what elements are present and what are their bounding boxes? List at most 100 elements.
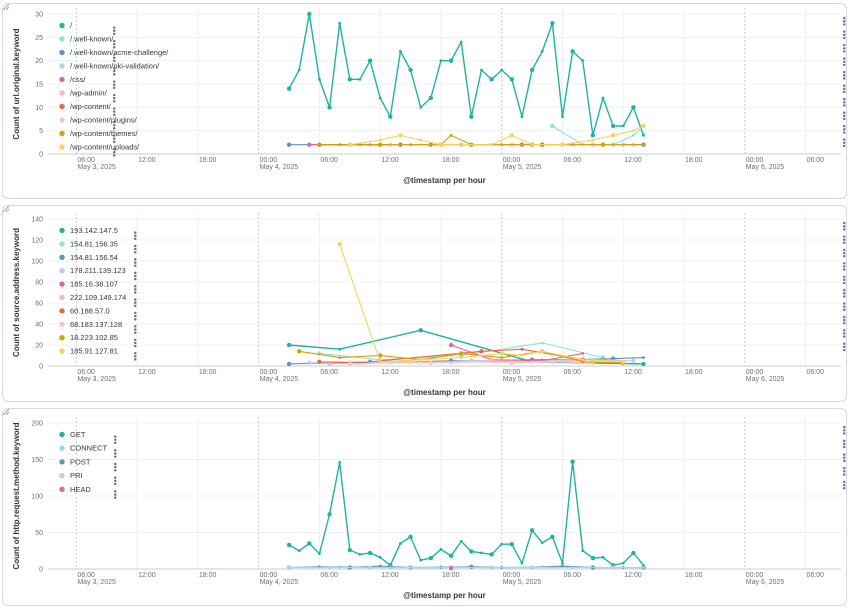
resize-handle-icon[interactable]: [2, 408, 10, 416]
legend-actions-icon: •••: [110, 449, 120, 458]
y-axis-title: Count of source.address.keyword: [12, 228, 21, 357]
data-point: [642, 356, 645, 359]
data-point: [509, 541, 515, 547]
legend-swatch: [59, 76, 65, 83]
legend-label: 185.16.38.107: [70, 280, 118, 289]
legend-label: 222.109.149.174: [70, 293, 126, 302]
data-point: [377, 353, 383, 358]
legend-actions-icon: •••: [109, 40, 119, 49]
data-point: [388, 114, 393, 119]
more-options-icon: •••: [839, 44, 849, 53]
legend-label: 154.81.156.54: [70, 253, 118, 262]
x-tick-label: 18:00: [685, 369, 703, 376]
data-point: [560, 142, 565, 147]
y-axis-title: Count of http.request.method.keyword: [12, 422, 21, 569]
data-point: [500, 143, 504, 147]
data-point: [438, 142, 444, 147]
data-point: [540, 541, 544, 545]
data-point: [296, 349, 302, 354]
legend-label: 193.142.147.5: [70, 226, 118, 235]
legend-actions-icon: •••: [130, 298, 140, 307]
y-tick-label: 120: [31, 238, 43, 245]
y-tick-label: 140: [31, 217, 43, 224]
legend-actions-icon: •••: [130, 271, 140, 280]
legend-swatch: [59, 321, 65, 327]
legend-actions-icon: •••: [109, 148, 119, 157]
x-tick-label: 18:00: [685, 157, 703, 164]
legend-swatch: [59, 22, 65, 29]
data-point: [600, 142, 606, 147]
data-point: [581, 549, 585, 553]
x-tick-label: 00:00: [746, 157, 764, 164]
url-chart-panel: 0 5 10 15 20 25 30 06:00 May 3, 2025 12:00 18:00 00…: [2, 3, 849, 199]
data-point: [307, 541, 312, 546]
data-point: [419, 138, 423, 142]
resize-handle-icon[interactable]: [2, 3, 10, 11]
legend-label: /css/: [70, 75, 86, 84]
data-point: [377, 142, 383, 147]
data-point: [550, 123, 555, 129]
data-point: [338, 347, 342, 351]
x-tick-date-label: May 6, 2025: [746, 376, 785, 383]
legend-swatch: [59, 90, 65, 96]
legend-swatch: [59, 459, 65, 465]
y-tick-label: 15: [35, 82, 43, 89]
legend-actions-icon: •••: [110, 435, 120, 444]
more-options-icon: •••: [839, 235, 849, 244]
legend-label: CONNECT: [70, 444, 108, 453]
legend-label: /wp-content/uploads/: [70, 143, 140, 152]
data-point: [499, 351, 504, 356]
x-tick-label: 12:00: [138, 572, 156, 579]
legend-label: 60.188.57.0: [70, 306, 110, 315]
x-tick-label: 00:00: [260, 572, 278, 579]
x-tick-label: 18:00: [199, 369, 217, 376]
data-point: [500, 68, 504, 72]
y-tick-label: 200: [31, 421, 43, 428]
legend-swatch: [59, 348, 65, 354]
x-axis-title: @timestamp per hour: [403, 176, 485, 185]
legend-label: HEAD: [70, 485, 91, 494]
data-point: [297, 549, 301, 553]
data-point: [449, 133, 453, 137]
x-tick-date-label: May 4, 2025: [260, 376, 299, 383]
data-point: [338, 356, 342, 359]
data-point: [327, 512, 332, 517]
more-options-icon: •••: [839, 467, 849, 476]
x-axis-title: @timestamp per hour: [403, 591, 485, 600]
y-tick-label: 80: [35, 280, 43, 287]
legend-label: 178.211.139.123: [70, 266, 126, 275]
data-point: [631, 550, 636, 556]
legend-swatch: [59, 445, 65, 451]
data-point: [378, 138, 382, 142]
x-tick-label: 06:00: [77, 572, 95, 579]
data-point: [581, 59, 585, 63]
data-point: [337, 242, 342, 247]
data-point: [601, 555, 605, 559]
x-tick-label: 00:00: [260, 157, 278, 164]
x-tick-label: 06:00: [807, 369, 825, 376]
legend-actions-icon: •••: [109, 67, 119, 76]
data-point: [529, 67, 535, 73]
y-tick-label: 30: [35, 12, 43, 19]
data-point: [338, 21, 342, 25]
legend-actions-icon: •••: [130, 231, 140, 240]
data-point: [530, 143, 534, 147]
data-point: [328, 566, 331, 569]
data-point: [459, 40, 463, 44]
x-tick-label: 18:00: [442, 572, 460, 579]
more-options-icon: •••: [839, 248, 849, 257]
data-point: [590, 555, 596, 561]
resize-handle-icon[interactable]: [2, 205, 10, 213]
more-options-icon: •••: [839, 315, 849, 324]
data-point: [286, 342, 292, 348]
x-tick-label: 00:00: [503, 157, 521, 164]
x-tick-date-label: May 3, 2025: [77, 376, 116, 383]
x-tick-label: 06:00: [320, 369, 338, 376]
more-options-icon: •••: [839, 289, 849, 298]
x-tick-label: 00:00: [260, 369, 278, 376]
data-point: [448, 566, 454, 571]
more-options-icon: •••: [839, 84, 849, 93]
legend-actions-icon: •••: [110, 462, 120, 471]
x-tick-label: 18:00: [685, 572, 703, 579]
